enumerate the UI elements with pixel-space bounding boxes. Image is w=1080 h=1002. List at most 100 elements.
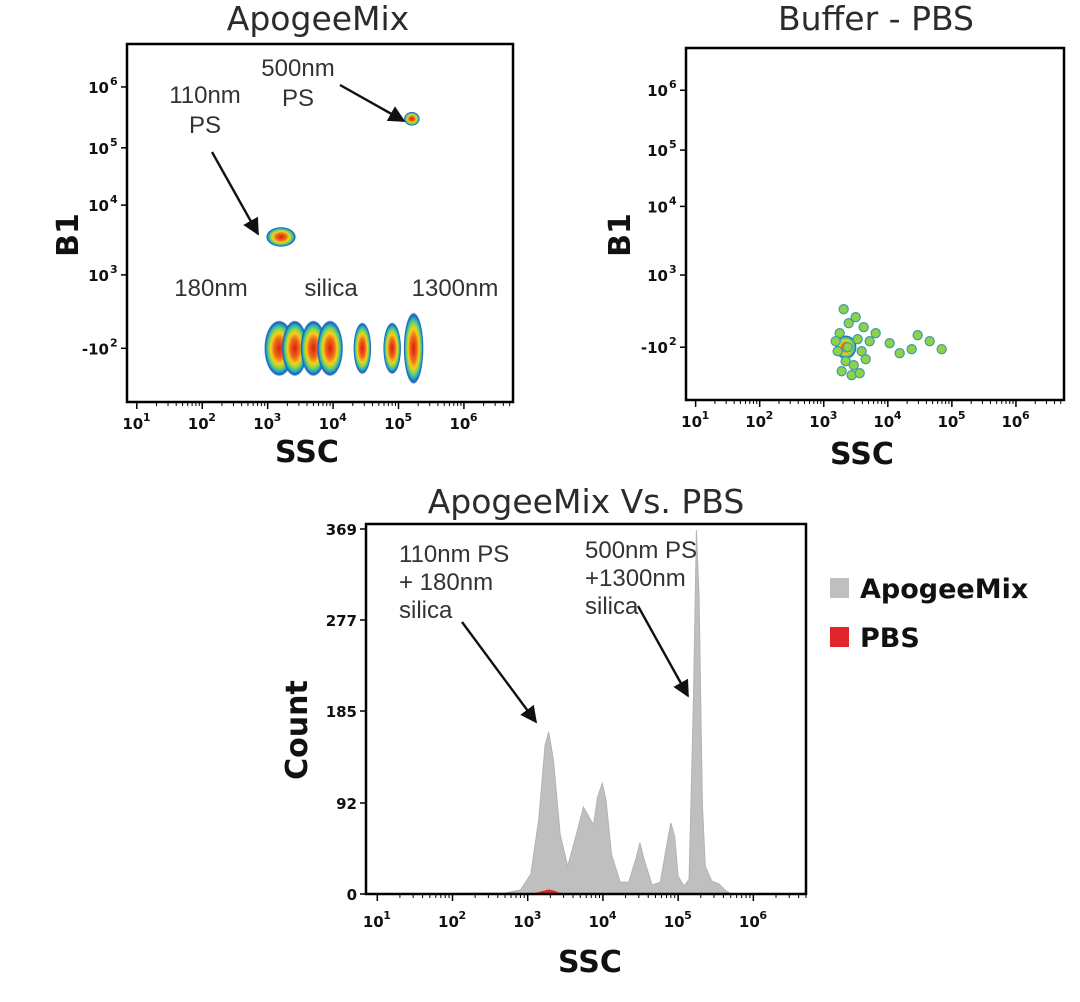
p1-xtick-5-base: 10 — [449, 415, 470, 433]
p3-xtick-5-exp: 6 — [759, 909, 767, 922]
p1-ytick-2-base: 10 — [88, 197, 109, 215]
p3-xtick-0: 10 1 — [363, 909, 391, 931]
p2-xtick-3-exp: 4 — [894, 409, 902, 422]
p1-ytick-3: 10 5 — [88, 136, 118, 158]
population-3 — [281, 320, 308, 377]
p2-ytick-4-exp: 6 — [669, 78, 677, 91]
p3-xtick-5-base: 10 — [739, 913, 760, 931]
pbs-event-3 — [850, 312, 861, 323]
arrow-500nm — [339, 83, 406, 123]
legend-label-pbs: PBS — [860, 623, 920, 654]
panel2-events — [830, 304, 947, 381]
arrow-110nm — [210, 151, 260, 236]
p2-ytick-2-base: 10 — [647, 198, 668, 216]
pbs-event-22 — [840, 356, 851, 367]
p2-ytick-1-base: 10 — [647, 267, 668, 285]
pbs-event-23 — [856, 346, 867, 357]
annotation-silica: silica — [304, 275, 358, 302]
pbs-event-11 — [854, 368, 865, 379]
p2-ytick-2: 10 4 — [647, 194, 677, 216]
pbs-event-8 — [848, 360, 859, 371]
population-5 — [317, 320, 344, 377]
p1-ytick-1-exp: 3 — [110, 263, 118, 276]
p1-xtick-4-exp: 5 — [405, 411, 413, 424]
annotation-left-line1: 110nm PS — [399, 541, 509, 568]
p1-xtick-4: 10 5 — [384, 411, 412, 433]
p1-xtick-1-base: 10 — [188, 415, 209, 433]
population-7 — [383, 322, 402, 375]
p3-xtick-4: 10 5 — [664, 909, 692, 931]
panel2-x-ticks: 10 1 10 2 10 3 10 4 10 5 10 6 — [681, 400, 1062, 431]
p1-ytick-0-base: -10 — [82, 340, 109, 358]
pbs-event-2 — [834, 328, 845, 339]
pbs-event-1 — [843, 318, 854, 329]
p3-xtick-5: 10 6 — [739, 909, 767, 931]
pbs-event-9 — [836, 366, 847, 377]
panel3-x-ticks: 10 1 10 2 10 3 10 4 10 5 10 6 — [363, 894, 807, 931]
p1-ytick-0: -10 2 — [82, 336, 118, 358]
p1-xtick-4-base: 10 — [384, 415, 405, 433]
p1-xtick-1: 10 2 — [188, 411, 216, 433]
p2-ytick-4-base: 10 — [647, 82, 668, 100]
pbs-event-7 — [860, 354, 871, 365]
legend-swatch-pbs — [830, 627, 849, 647]
p3-xtick-2-exp: 3 — [534, 909, 542, 922]
panel3-x-label: SSC — [558, 945, 622, 980]
panel2-title: Buffer - PBS — [778, 0, 974, 38]
p2-ytick-3-exp: 5 — [669, 138, 677, 151]
panel1-y-label: B1 — [51, 213, 86, 257]
annotation-left-line3: silica — [399, 597, 453, 624]
population-6 — [353, 322, 372, 375]
annotation-right-line1: 500nm PS — [585, 537, 697, 564]
annotation-110nm-line2: PS — [189, 112, 221, 139]
p1-xtick-0-base: 10 — [122, 415, 143, 433]
legend-label-apogeemix: ApogeeMix — [860, 574, 1028, 605]
p3-ytick-2: 185 — [326, 703, 357, 721]
annotation-right-line3: silica — [585, 593, 639, 620]
pbs-event-20 — [852, 334, 863, 345]
p1-xtick-2: 10 3 — [253, 411, 281, 433]
p3-xtick-2: 10 3 — [513, 909, 541, 931]
pbs-event-14 — [906, 344, 917, 355]
p3-xtick-4-exp: 5 — [684, 909, 692, 922]
p1-xtick-5-exp: 6 — [470, 411, 478, 424]
p1-ytick-1-base: 10 — [88, 267, 109, 285]
p3-xtick-0-base: 10 — [363, 913, 384, 931]
p2-xtick-5-exp: 6 — [1022, 409, 1030, 422]
legend-swatch-apogeemix — [830, 578, 849, 598]
p1-xtick-2-exp: 3 — [274, 411, 282, 424]
p1-xtick-0: 10 1 — [122, 411, 150, 433]
p2-xtick-5-base: 10 — [1002, 413, 1023, 431]
p3-ytick-3: 277 — [326, 612, 357, 630]
panel2-plot-frame — [684, 46, 1066, 402]
p1-xtick-5: 10 6 — [449, 411, 477, 433]
p2-xtick-4-exp: 5 — [958, 409, 966, 422]
p2-ytick-0: -10 2 — [641, 335, 677, 357]
p2-xtick-4-base: 10 — [937, 413, 958, 431]
p2-xtick-3: 10 4 — [873, 409, 901, 431]
population-8 — [403, 312, 424, 385]
annotation-110nm-line1: 110nm — [169, 82, 241, 109]
p1-ytick-2: 10 4 — [88, 193, 118, 215]
p1-xtick-3: 10 4 — [319, 411, 347, 433]
p2-ytick-2-exp: 4 — [669, 194, 677, 207]
p3-xtick-3-exp: 4 — [609, 909, 617, 922]
panel1-x-label: SSC — [275, 435, 339, 470]
pbs-event-4 — [858, 322, 869, 333]
pbs-event-15 — [912, 330, 923, 341]
p3-xtick-3-base: 10 — [588, 913, 609, 931]
p2-xtick-1-exp: 2 — [766, 409, 774, 422]
p2-xtick-4: 10 5 — [937, 409, 965, 431]
pbs-event-21 — [830, 336, 841, 347]
legend: ApogeeMix PBS — [830, 574, 1028, 654]
p1-ytick-3-base: 10 — [88, 140, 109, 158]
p2-ytick-1-exp: 3 — [669, 263, 677, 276]
annotation-left-line2: + 180nm — [399, 569, 493, 596]
population-0 — [266, 226, 297, 247]
p3-xtick-1-exp: 2 — [458, 909, 466, 922]
p1-ytick-0-exp: 2 — [110, 336, 118, 349]
p3-ytick-4: 369 — [326, 521, 357, 539]
pbs-event-18 — [832, 346, 843, 357]
